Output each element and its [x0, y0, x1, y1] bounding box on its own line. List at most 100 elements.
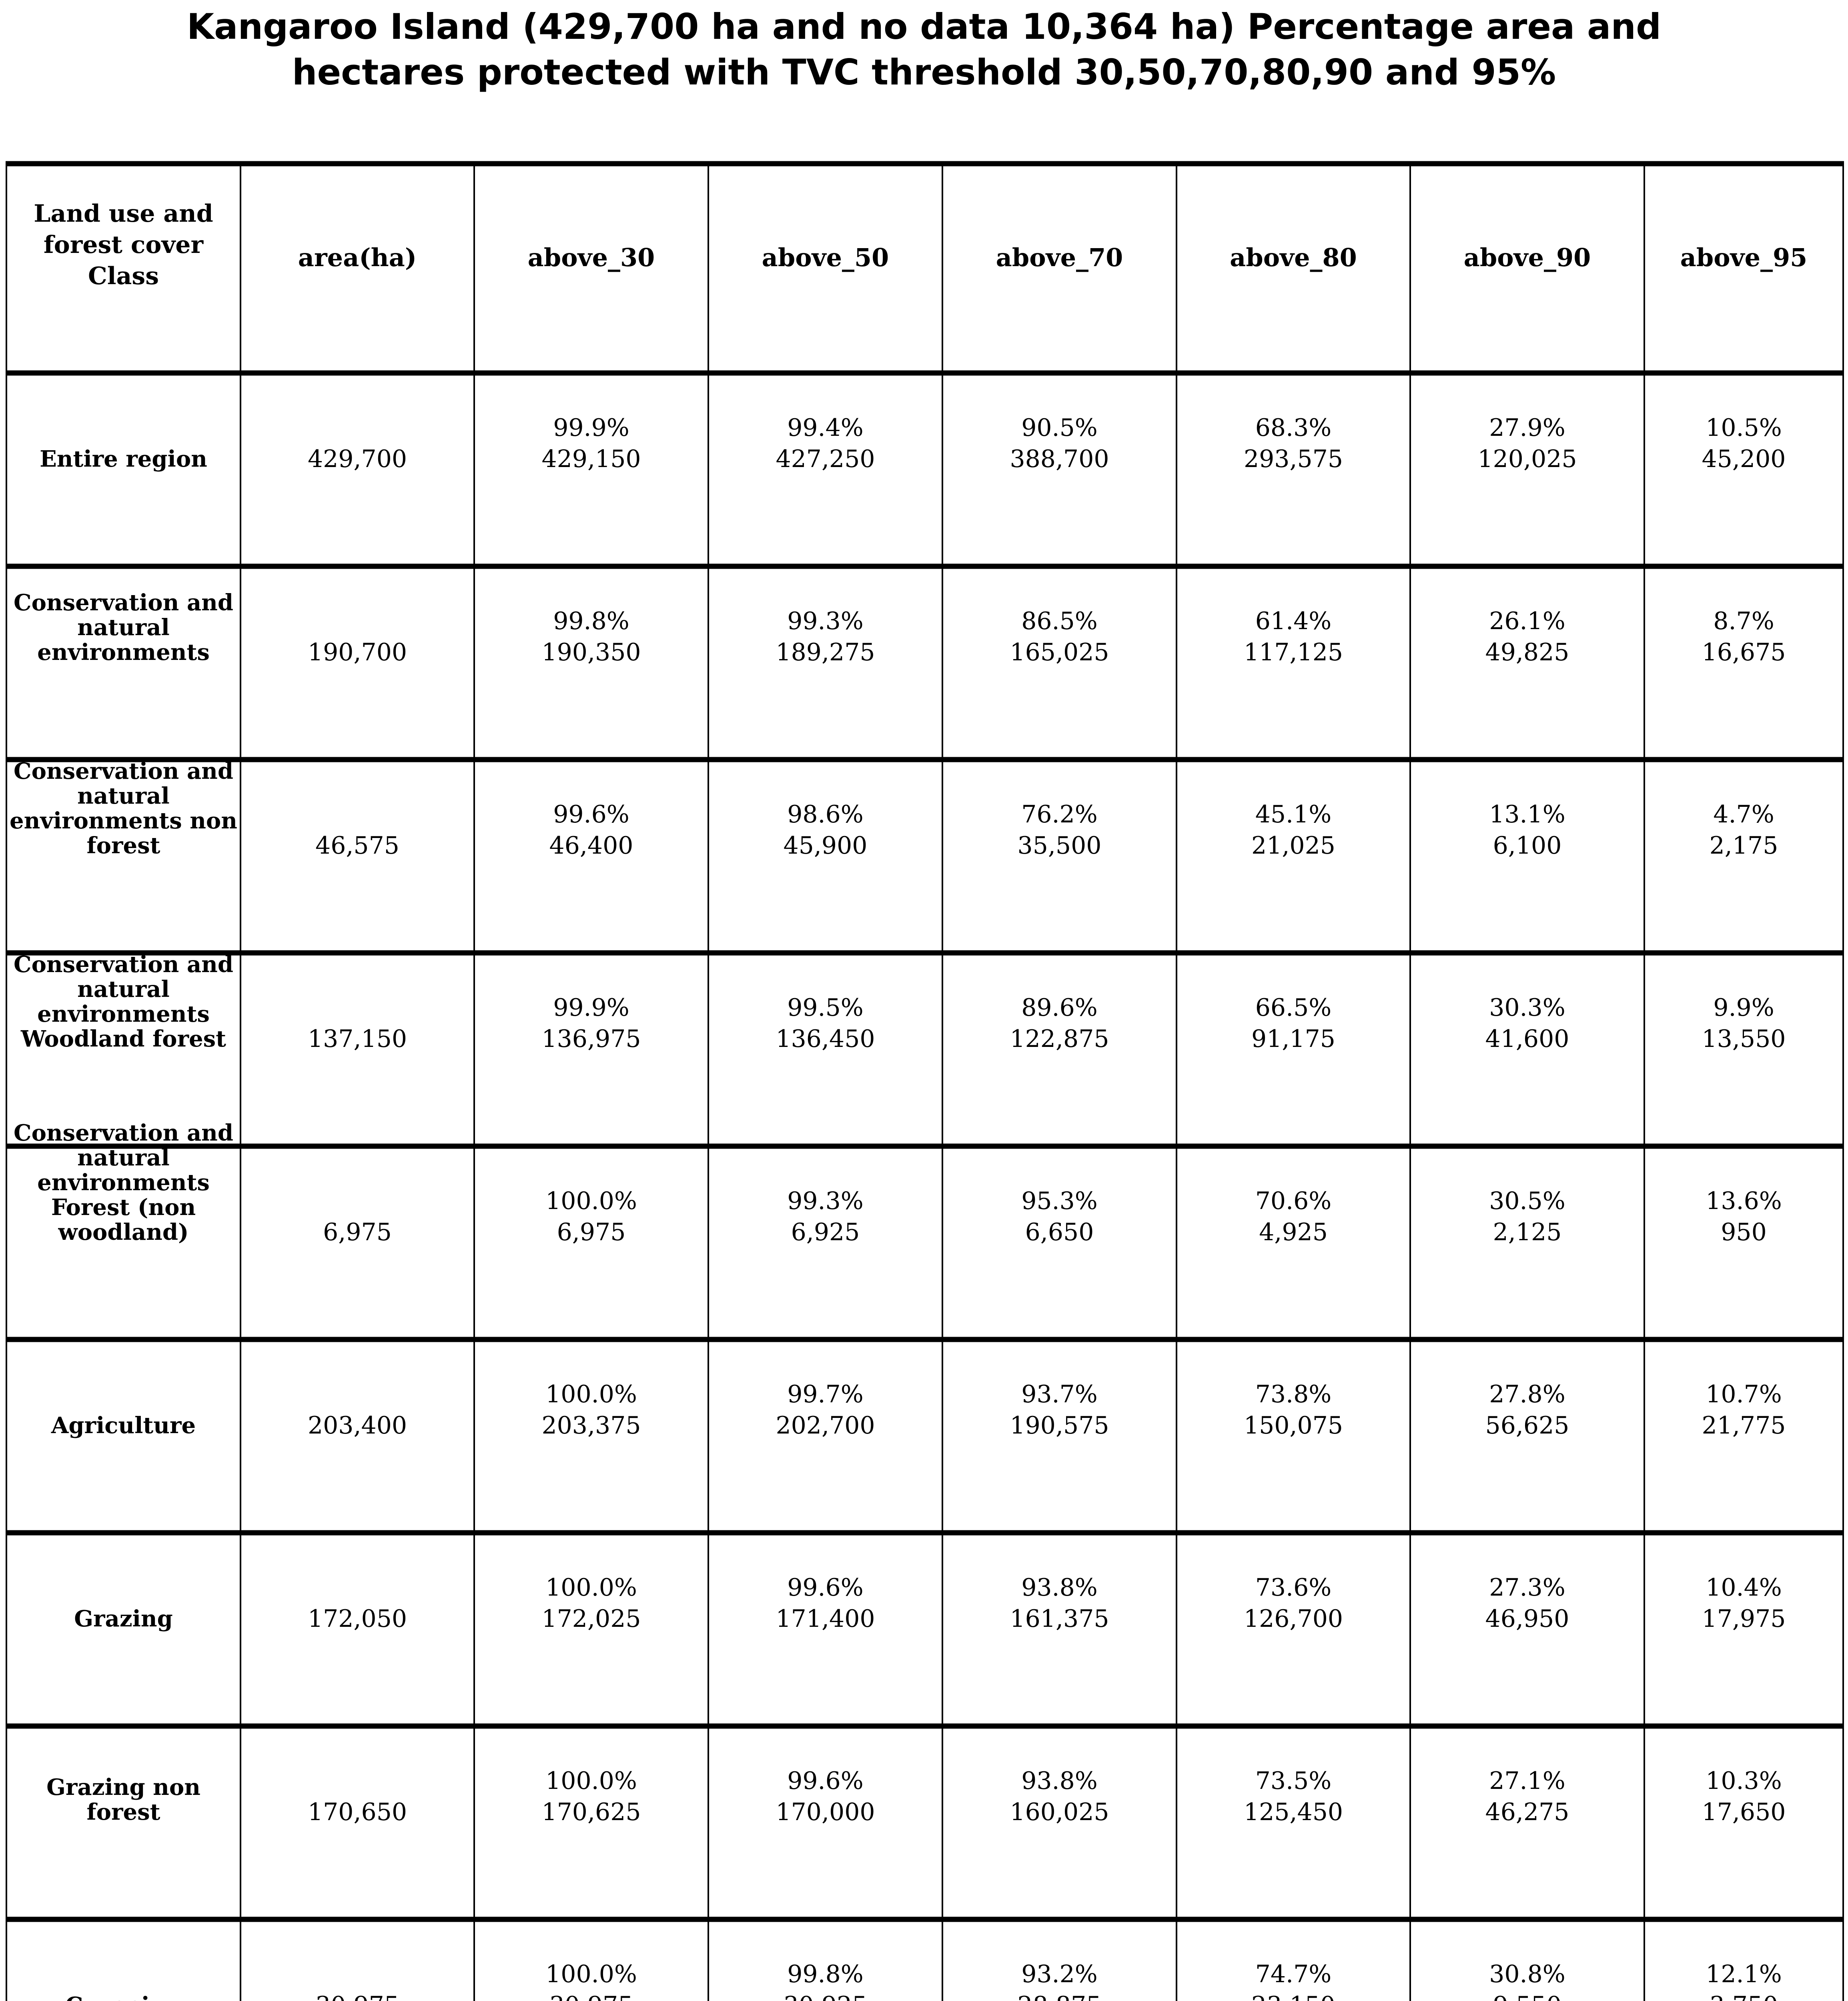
percent-value: 99.7% [787, 1380, 864, 1408]
table-value-cell-above-50: 99.6% 170,000 [709, 1726, 943, 1919]
hectare-value: 9,550 [1411, 1991, 1644, 2001]
header-cell-above-50: above_50 [709, 164, 943, 373]
table-value-cell-above-80: 73.8% 150,075 [1177, 1339, 1411, 1533]
table-value-cell-above-80: 70.6% 4,925 [1177, 1146, 1411, 1339]
hectare-value: 160,025 [1010, 1798, 1109, 1826]
hectare-value: 46,275 [1485, 1798, 1569, 1826]
table-value-cell-above-95: 10.4% 17,975 [1645, 1533, 1844, 1726]
percent-value: 61.4% [1255, 607, 1332, 635]
percent-value: 8.7% [1713, 607, 1774, 635]
header-cell-class: Land use and forest cover Class [7, 164, 241, 373]
percent-value: 13.6% [1706, 1187, 1782, 1215]
percent-value: 99.3% [787, 607, 864, 635]
area-value: 30,975 [241, 1991, 473, 2001]
header-cell-above-80: above_80 [1177, 164, 1411, 373]
header-label: above_30 [527, 243, 655, 272]
table-row-label-cell: Entire region [7, 373, 241, 566]
header-label: area(ha) [298, 243, 417, 272]
table-area-cell: 203,400 [241, 1339, 475, 1533]
percent-value: 13.1% [1489, 800, 1565, 828]
hectare-value: 6,975 [557, 1218, 626, 1246]
percent-value: 70.6% [1255, 1187, 1332, 1215]
percent-value: 27.8% [1489, 1380, 1565, 1408]
header-cell-above-90: above_90 [1411, 164, 1645, 373]
percent-value: 10.7% [1706, 1380, 1782, 1408]
table-value-cell-above-95: 10.3% 17,650 [1645, 1726, 1844, 1919]
hectare-value: 6,925 [791, 1218, 860, 1246]
area-value: 137,150 [307, 1025, 407, 1053]
table-value-cell-above-50: 99.7% 202,700 [709, 1339, 943, 1533]
area-value: 429,700 [307, 445, 407, 473]
percent-value: 100.0% [545, 1187, 637, 1215]
hectare-value: 950 [1721, 1218, 1767, 1246]
table-row-label-cell: Cropping [7, 1919, 241, 2001]
percent-value: 100.0% [545, 1767, 637, 1795]
percent-value: 10.4% [1706, 1574, 1782, 1602]
percent-value: 89.6% [1021, 994, 1098, 1022]
table-rule [6, 1143, 1844, 1149]
table-value-cell-above-50: 99.8% 30,925 [709, 1919, 943, 2001]
table-value-cell-above-80: 45.1% 21,025 [1177, 760, 1411, 953]
hectare-value: 3,750 [1645, 1991, 1842, 2001]
percent-value: 73.6% [1255, 1574, 1332, 1602]
row-label: Entire region [40, 446, 207, 472]
percent-value: 74.7% [1255, 1960, 1332, 1988]
table-value-cell-above-90: 26.1% 49,825 [1411, 566, 1645, 760]
table-value-cell-above-95: 9.9% 13,550 [1645, 953, 1844, 1146]
table-rule [6, 563, 1844, 569]
percent-value: 10.3% [1706, 1767, 1782, 1795]
table-area-cell: 137,150 [241, 953, 475, 1146]
table-value-cell-above-30: 100.0% 170,625 [475, 1726, 709, 1919]
table-value-cell-above-30: 100.0% 30,975 [475, 1919, 709, 2001]
percent-value: 99.5% [787, 994, 864, 1022]
hectare-value: 190,575 [1010, 1412, 1109, 1440]
percent-value: 99.9% [553, 994, 629, 1022]
table-value-cell-above-90: 30.3% 41,600 [1411, 953, 1645, 1146]
percent-value: 100.0% [545, 1380, 637, 1408]
hectare-value: 165,025 [1010, 638, 1109, 666]
table-rule [6, 950, 1844, 956]
percent-value: 99.4% [787, 414, 864, 442]
table-area-cell: 6,975 [241, 1146, 475, 1339]
header-cell-area: area(ha) [241, 164, 475, 373]
percent-value: 9.9% [1713, 994, 1774, 1022]
percent-value: 30.5% [1489, 1187, 1565, 1215]
table-value-cell-above-70: 93.8% 160,025 [943, 1726, 1177, 1919]
table-value-cell-above-95: 10.5% 45,200 [1645, 373, 1844, 566]
percent-value: 99.6% [787, 1767, 864, 1795]
hectare-value: 45,200 [1702, 445, 1786, 473]
table-value-cell-above-90: 30.5% 2,125 [1411, 1146, 1645, 1339]
percent-value: 27.3% [1489, 1574, 1565, 1602]
percent-value: 4.7% [1713, 800, 1774, 828]
table-row-label-cell: Conservation and natural environments Fo… [7, 1121, 241, 1339]
table-rule [6, 1530, 1844, 1536]
hectare-value: 427,250 [776, 445, 875, 473]
percent-value: 98.6% [787, 800, 864, 828]
table-value-cell-above-80: 74.7% 23,150 [1177, 1919, 1411, 2001]
table-value-cell-above-70: 89.6% 122,875 [943, 953, 1177, 1146]
table-value-cell-above-30: 99.9% 136,975 [475, 953, 709, 1146]
hectare-value: 126,700 [1243, 1605, 1343, 1633]
hectare-value: 203,375 [541, 1412, 641, 1440]
table-value-cell-above-50: 99.6% 171,400 [709, 1533, 943, 1726]
table-value-cell-above-80: 73.5% 125,450 [1177, 1726, 1411, 1919]
area-value: 46,575 [315, 832, 399, 860]
header-label: above_90 [1463, 243, 1591, 272]
percent-value: 100.0% [545, 1574, 637, 1602]
percent-value: 93.7% [1021, 1380, 1098, 1408]
data-table: Land use and forest cover Class area(ha)… [6, 161, 1844, 2001]
hectare-value: 41,600 [1485, 1025, 1569, 1053]
table-value-cell-above-70: 93.2% 28,875 [943, 1919, 1177, 2001]
percent-value: 100.0% [545, 1960, 637, 1988]
table-rule [6, 1337, 1844, 1342]
hectare-value: 150,075 [1243, 1412, 1343, 1440]
table-rule [6, 370, 1844, 376]
table-value-cell-above-50: 99.5% 136,450 [709, 953, 943, 1146]
percent-value: 99.8% [787, 1960, 864, 1988]
hectare-value: 49,825 [1485, 638, 1569, 666]
table-value-cell-above-95: 10.7% 21,775 [1645, 1339, 1844, 1533]
table-row-label-cell: Conservation and natural environments [7, 566, 241, 760]
area-value: 203,400 [307, 1412, 407, 1440]
percent-value: 90.5% [1021, 414, 1098, 442]
row-label: Conservation and natural environments Fo… [14, 1120, 233, 1245]
